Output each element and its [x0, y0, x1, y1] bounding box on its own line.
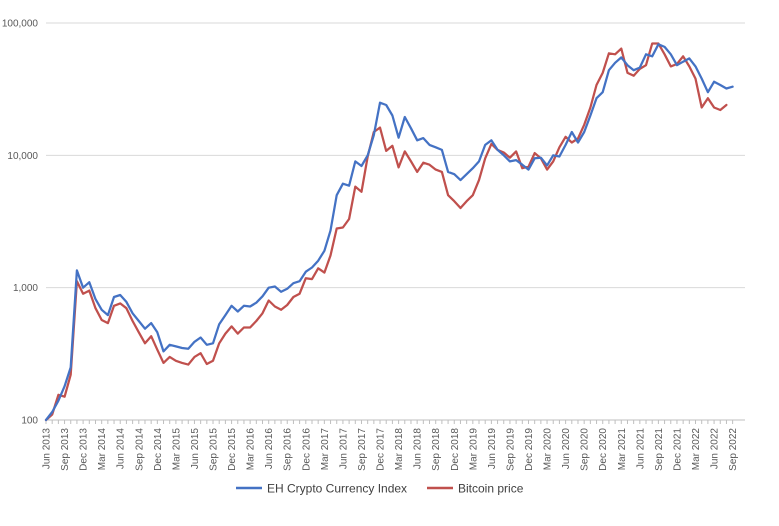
x-tick-label: Mar 2017	[320, 428, 331, 471]
y-tick-label: 100	[21, 416, 38, 427]
x-axis: Jun 2013 Sep 2013 Dec 2013 Mar 2014 Jun 2014…	[42, 419, 745, 471]
x-tick-label: Mar 2015	[171, 428, 182, 471]
series-line	[44, 43, 734, 422]
x-tick-label: Jun 2020	[561, 428, 572, 470]
x-tick-label: Jun 2016	[264, 428, 275, 470]
x-tick-label: Jun 2014	[116, 428, 127, 470]
legend: EH Crypto Currency Index Bitcoin price	[236, 482, 524, 496]
x-tick-label: Sep 2019	[505, 428, 516, 471]
x-tick-label: Jun 2013	[42, 428, 53, 470]
x-tick-label: Sep 2016	[283, 428, 294, 471]
x-tick-label: Sep 2013	[60, 428, 71, 471]
y-tick-label: 10,000	[7, 151, 38, 162]
x-tick-label: Jun 2021	[635, 428, 646, 470]
x-tick-label: Sep 2018	[431, 428, 442, 471]
y-axis-ticks: 100 1,000 10,000 100,000	[2, 19, 39, 427]
x-tick-label: Jun 2022	[710, 428, 721, 470]
x-tick-label: Mar 2018	[394, 428, 405, 471]
x-tick-label: Dec 2013	[79, 428, 90, 471]
x-tick-label: Jun 2019	[487, 428, 498, 470]
series-lines	[44, 42, 734, 422]
x-tick-label: Dec 2021	[672, 428, 683, 471]
x-tick-label: Dec 2015	[227, 428, 238, 471]
x-tick-label: Sep 2017	[357, 428, 368, 471]
x-tick-label: Jun 2015	[190, 428, 201, 470]
x-tick-label: Sep 2014	[134, 428, 145, 471]
x-tick-label: Sep 2021	[654, 428, 665, 471]
legend-label: Bitcoin price	[458, 482, 524, 496]
x-tick-label: Jun 2017	[338, 428, 349, 470]
x-tick-label: Dec 2019	[524, 428, 535, 471]
x-tick-label: Sep 2022	[728, 428, 739, 471]
x-tick-label: Mar 2019	[468, 428, 479, 471]
x-tick-label: Dec 2014	[153, 428, 164, 471]
x-tick-label: Mar 2022	[691, 428, 702, 471]
series-line	[44, 42, 728, 422]
x-tick-label: Dec 2017	[376, 428, 387, 471]
x-tick-label: Mar 2016	[246, 428, 257, 471]
x-tick-label: Jun 2018	[413, 428, 424, 470]
legend-label: EH Crypto Currency Index	[267, 482, 407, 496]
x-tick-label: Dec 2020	[598, 428, 609, 471]
x-tick-label: Sep 2020	[580, 428, 591, 471]
x-tick-label: Mar 2020	[543, 428, 554, 471]
x-tick-label: Dec 2018	[450, 428, 461, 471]
x-tick-label: Mar 2014	[97, 428, 108, 471]
x-tick-label: Dec 2016	[301, 428, 312, 471]
x-tick-label: Mar 2021	[617, 428, 628, 471]
y-tick-label: 100,000	[2, 19, 39, 30]
x-tick-label: Sep 2015	[209, 428, 220, 471]
y-tick-label: 1,000	[13, 283, 38, 294]
